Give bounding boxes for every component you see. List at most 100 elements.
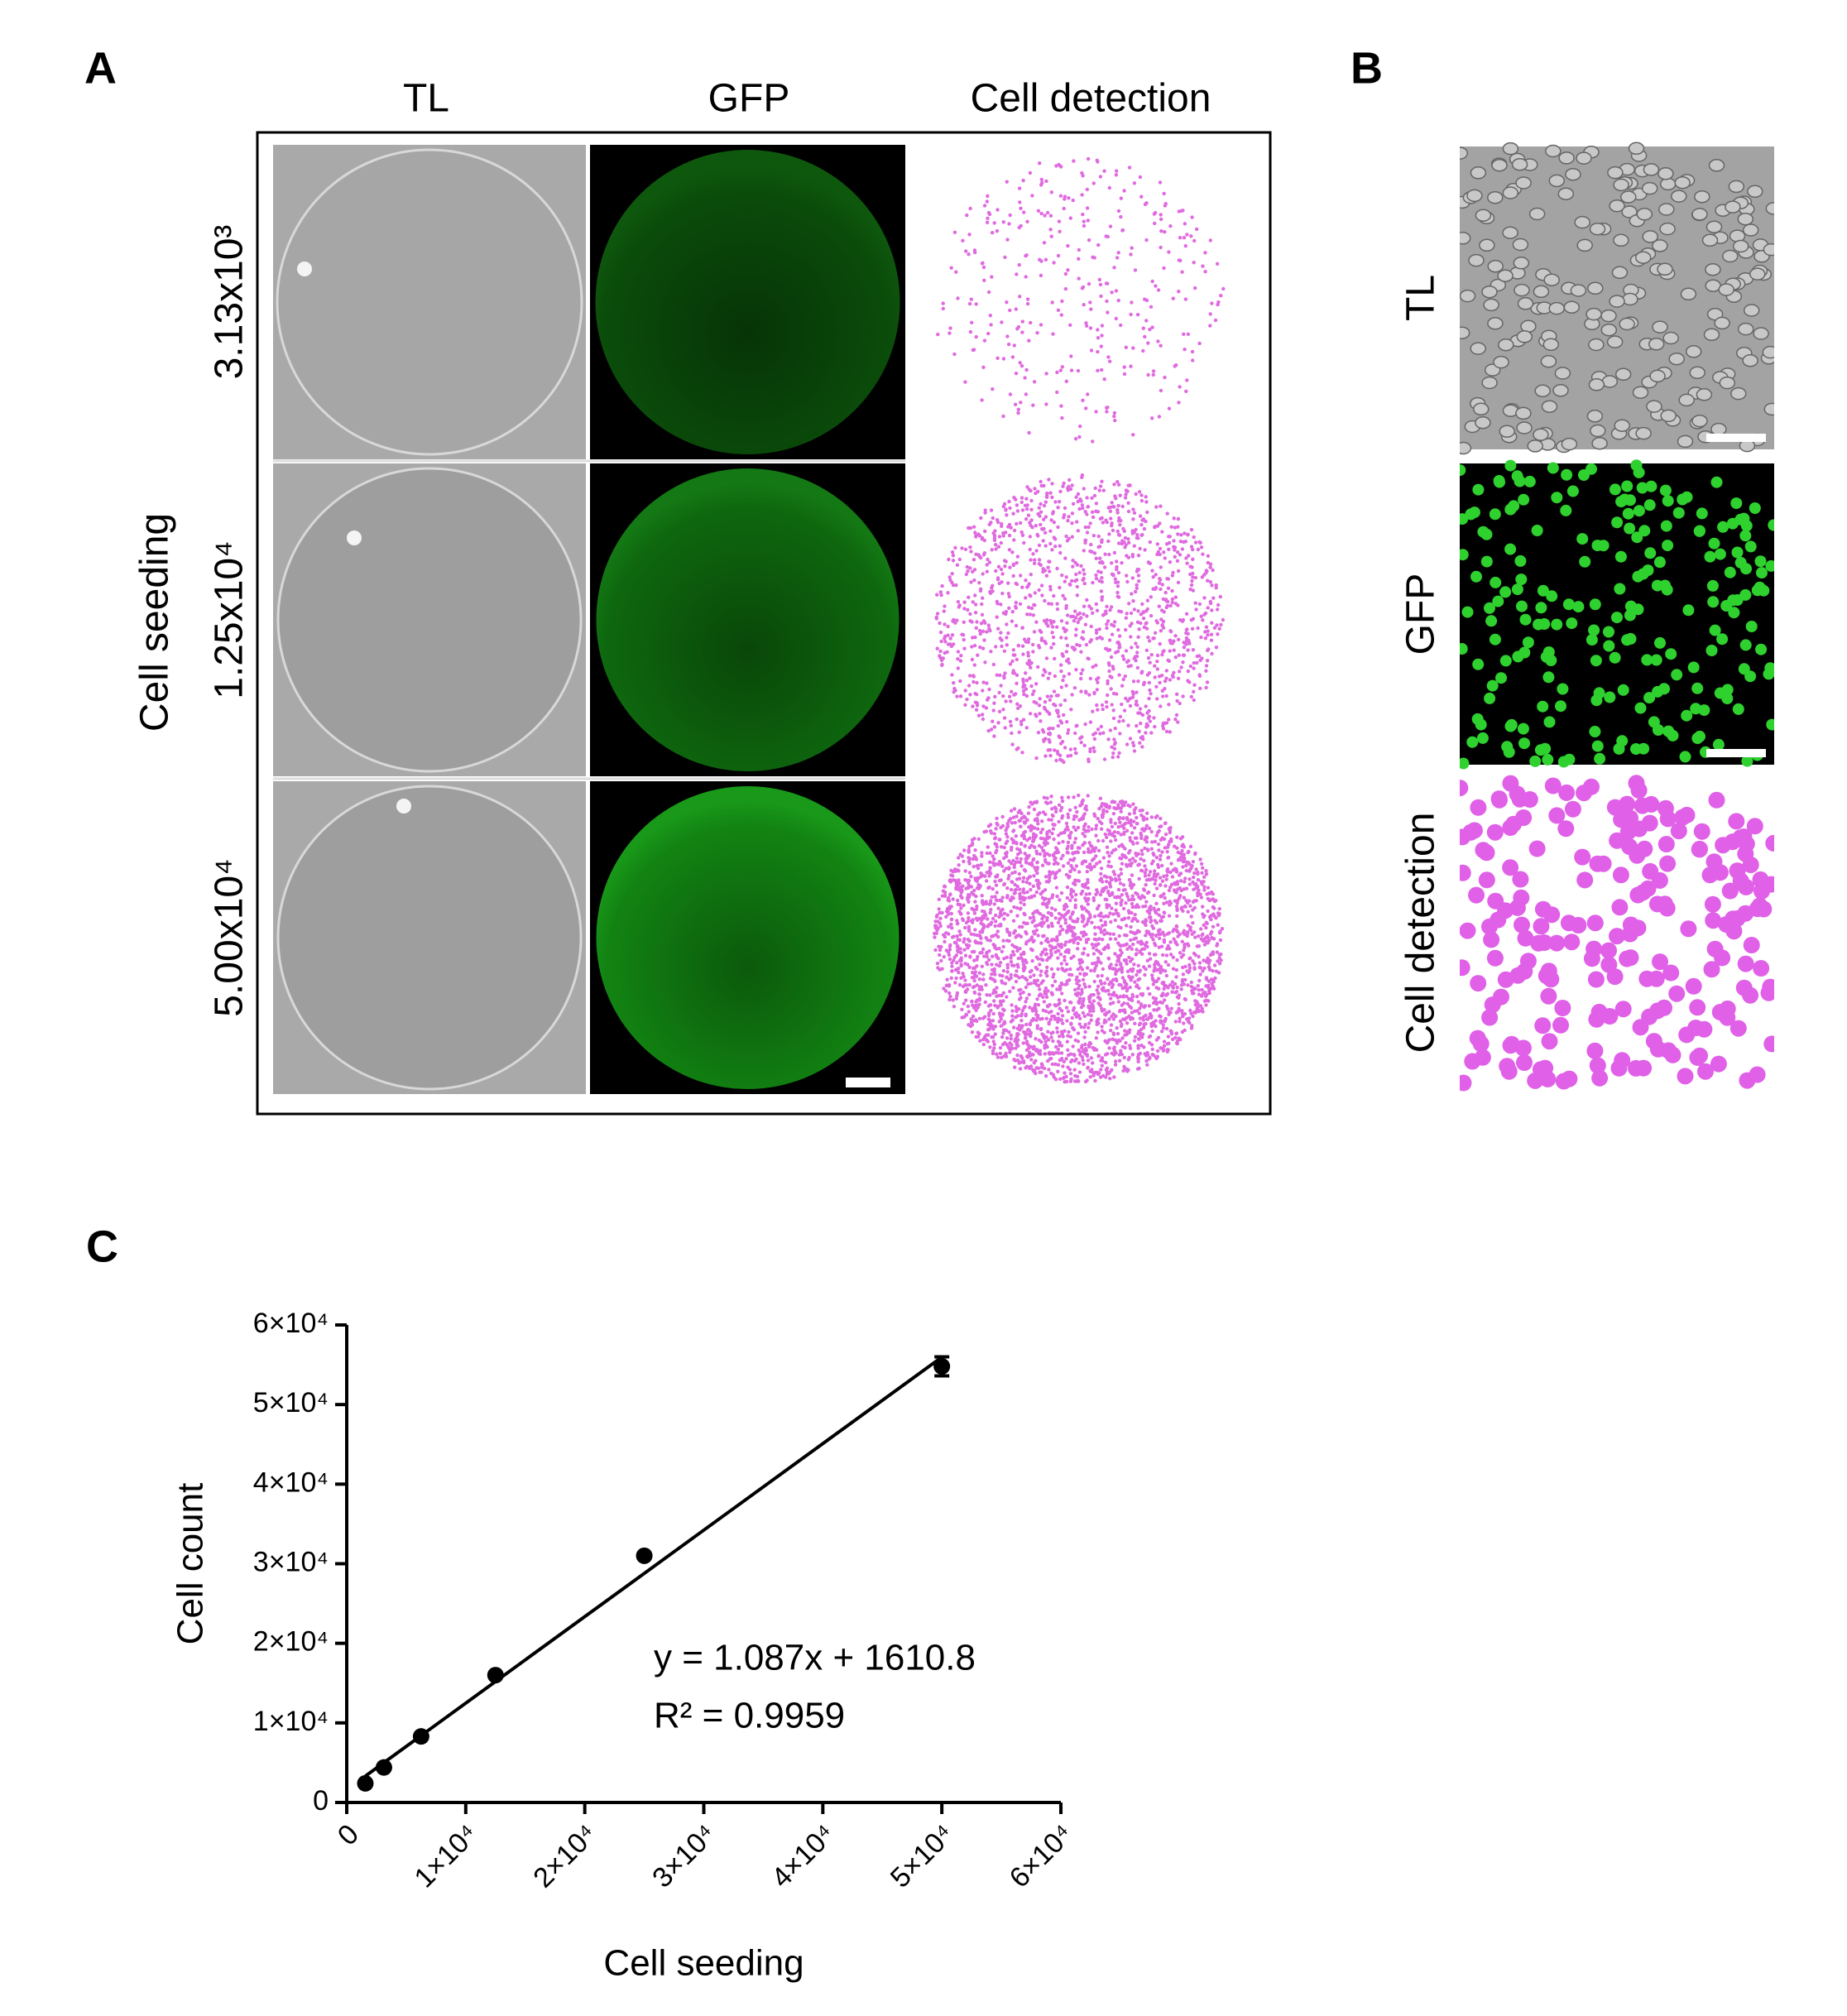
detected-cell <box>1076 947 1080 951</box>
detected-cell <box>1114 497 1118 501</box>
detected-cell <box>1121 906 1126 911</box>
detected-cell <box>1079 958 1083 962</box>
detected-cell <box>1122 854 1127 858</box>
detected-cell <box>1058 953 1063 957</box>
detected-cell <box>1207 647 1211 651</box>
detected-cell <box>958 933 962 937</box>
detected-cell <box>1015 509 1020 513</box>
detected-cell <box>1040 917 1044 921</box>
detected-cell <box>1105 1072 1110 1077</box>
detected-cell <box>1181 660 1185 665</box>
detected-cell <box>1043 1044 1047 1048</box>
detected-cell <box>1181 865 1185 869</box>
detected-cell <box>1051 975 1055 979</box>
detected-cell <box>997 1011 1002 1015</box>
detected-cell <box>993 972 997 977</box>
detected-cell <box>975 703 980 708</box>
detected-cell <box>996 957 1000 961</box>
detected-cell <box>1058 932 1062 937</box>
detected-cell <box>1083 525 1088 530</box>
detected-cell <box>1144 934 1148 938</box>
detected-cell <box>1159 217 1163 222</box>
detected-cell <box>1091 848 1095 852</box>
detected-cell <box>1047 1022 1051 1026</box>
detected-cell <box>1034 1058 1038 1063</box>
detected-cell <box>1100 479 1104 483</box>
detected-cell <box>971 1014 976 1019</box>
detected-cell <box>975 886 980 890</box>
detected-cell <box>1179 533 1183 537</box>
detected-cell <box>1015 847 1019 851</box>
detected-cell <box>1157 415 1162 419</box>
detected-cell <box>1216 959 1220 963</box>
detected-cell <box>1138 707 1143 711</box>
detected-cell <box>1137 1037 1141 1041</box>
detected-cell <box>981 572 985 576</box>
detected-cell <box>1121 994 1126 998</box>
detected-cell <box>1001 938 1005 943</box>
detected-cell <box>947 906 952 911</box>
detected-cell <box>1123 916 1127 921</box>
detected-cell <box>1076 825 1081 830</box>
detected-cell <box>1110 906 1114 910</box>
detected-cell <box>1145 944 1149 949</box>
detected-cell <box>998 922 1003 927</box>
detected-cell <box>1032 807 1037 812</box>
detected-cell <box>1151 369 1156 373</box>
detected-cell <box>982 954 986 958</box>
detected-cell <box>1107 552 1111 557</box>
detected-cell <box>1037 543 1042 548</box>
detected-cell <box>984 1033 988 1038</box>
detected-cell <box>956 902 960 906</box>
detected-cell <box>1001 1031 1005 1035</box>
detected-cell <box>1136 568 1141 572</box>
detected-cell <box>981 680 986 684</box>
detected-cell <box>1186 860 1191 865</box>
detected-cell <box>1052 972 1056 977</box>
detected-cell <box>1141 815 1146 819</box>
detected-cell <box>1168 224 1173 228</box>
detected-cell <box>1117 673 1121 677</box>
detected-cell <box>1080 991 1084 995</box>
detected-cell <box>1080 503 1085 507</box>
detected-cell <box>1026 637 1031 641</box>
detected-cell <box>1123 847 1127 851</box>
detected-cell <box>1053 875 1058 880</box>
detected-cell <box>1208 932 1213 936</box>
detected-cell <box>1139 721 1143 726</box>
detected-cell <box>1102 1008 1106 1012</box>
detected-cell <box>1122 832 1126 837</box>
detected-cell <box>1013 929 1017 934</box>
detected-cell <box>1109 687 1113 691</box>
detected-cell <box>1094 602 1099 607</box>
detected-cell <box>1139 498 1144 503</box>
detected-cell <box>1031 915 1036 919</box>
detected-cell <box>1125 942 1129 947</box>
detected-cell <box>1076 917 1080 921</box>
detected-cell <box>1053 545 1058 549</box>
detected-cell <box>1191 880 1195 885</box>
detected-cell <box>1024 392 1029 396</box>
detected-cell <box>1112 872 1117 876</box>
detected-cell <box>1019 364 1024 368</box>
detected-cell <box>1082 1035 1087 1039</box>
detected-cell <box>947 924 951 929</box>
detected-cell <box>1081 884 1085 888</box>
detected-cell <box>1071 1044 1075 1049</box>
detected-cell <box>1081 212 1085 217</box>
detected-cell <box>1029 843 1034 847</box>
detected-cell <box>1039 510 1043 514</box>
detected-cell <box>1095 636 1099 641</box>
detected-cell <box>1109 919 1113 924</box>
detected-cell <box>1145 598 1150 602</box>
detected-cell <box>1218 938 1223 943</box>
detected-cell <box>1008 213 1012 218</box>
detected-cell <box>1142 947 1147 951</box>
detected-cell <box>1145 1017 1150 1021</box>
detected-cell <box>1150 924 1154 929</box>
detected-cell <box>1093 486 1097 491</box>
detected-cell <box>1001 694 1005 698</box>
detected-cell <box>1052 520 1057 525</box>
detected-cell <box>1153 881 1157 886</box>
detected-cell <box>1135 313 1140 317</box>
